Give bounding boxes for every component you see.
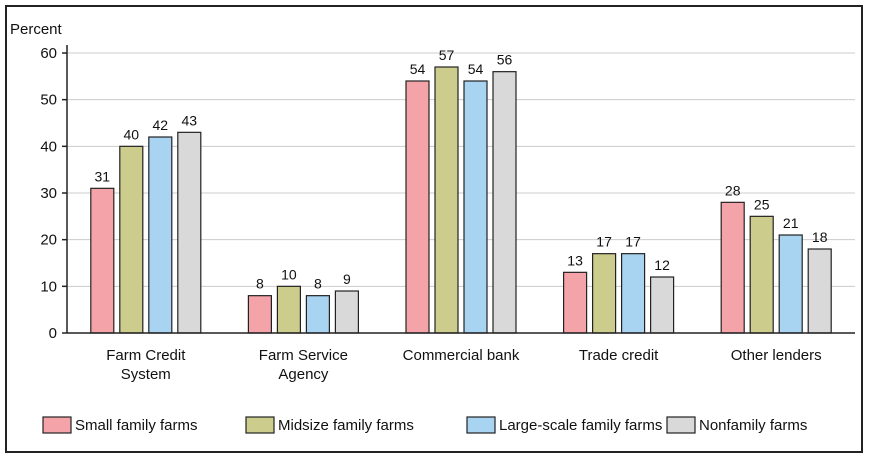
bar-value-label: 54 xyxy=(468,61,484,77)
bar xyxy=(434,66,459,334)
legend-swatch xyxy=(666,416,696,434)
bar-value-label: 9 xyxy=(343,271,351,287)
legend-label: Large-scale family farms xyxy=(499,417,662,434)
y-tick-label: 30 xyxy=(40,185,57,202)
bar xyxy=(778,234,803,334)
bar-value-label: 42 xyxy=(153,117,169,133)
legend-label: Small family farms xyxy=(75,417,198,434)
bar xyxy=(463,80,488,334)
chart-frame: 0 10 20 30 40 50 60 31 40 42 43 8 10 8 9 54 57 54 56 13 17 1… xyxy=(5,5,863,453)
bar xyxy=(90,187,115,334)
bar-value-label: 17 xyxy=(625,234,641,250)
bar-value-label: 13 xyxy=(567,252,583,268)
x-category-label: Farm Service xyxy=(259,347,348,364)
bar xyxy=(305,295,330,334)
bar xyxy=(334,290,359,334)
bar-value-label: 21 xyxy=(783,215,799,231)
bar-value-label: 18 xyxy=(812,229,828,245)
bar xyxy=(649,276,675,334)
bar-value-label: 43 xyxy=(182,112,198,128)
bars xyxy=(90,66,832,334)
bar-value-label: 10 xyxy=(281,266,297,282)
x-category-label: Trade credit xyxy=(579,347,659,364)
x-category-label: Agency xyxy=(278,366,329,383)
x-axis: Farm Credit System Farm Service Agency Comme… xyxy=(67,332,855,383)
x-category-label: Commercial bank xyxy=(403,347,520,364)
legend: Small family farms Midsize family farms La… xyxy=(42,416,807,434)
y-tick-label: 60 xyxy=(40,45,57,62)
bar-value-label: 8 xyxy=(256,276,264,292)
legend-swatch xyxy=(245,416,275,434)
bar-value-label: 28 xyxy=(725,182,741,198)
y-axis-title: Percent xyxy=(10,21,63,38)
bar xyxy=(807,248,832,334)
x-category-label: Other lenders xyxy=(731,347,822,364)
bar-value-label: 57 xyxy=(439,47,455,63)
data-labels: 31 40 42 43 8 10 8 9 54 57 54 56 13 17 17 12 28 25 21 18 xyxy=(95,47,828,292)
legend-label: Nonfamily farms xyxy=(699,417,807,434)
y-tick-label: 0 xyxy=(49,325,57,342)
bar xyxy=(620,253,646,334)
bar xyxy=(591,253,617,334)
bar xyxy=(119,145,144,334)
y-axis: 0 10 20 30 40 50 60 xyxy=(40,45,68,342)
bar xyxy=(276,285,301,334)
bar xyxy=(492,71,517,334)
bar-value-label: 54 xyxy=(410,61,426,77)
bar xyxy=(720,201,745,334)
bar-value-label: 56 xyxy=(497,52,513,68)
bar xyxy=(405,80,430,334)
bar-value-label: 8 xyxy=(314,276,322,292)
y-tick-label: 20 xyxy=(40,232,57,249)
bar xyxy=(562,271,588,334)
bar-value-label: 12 xyxy=(654,257,670,273)
x-category-label: Farm Credit xyxy=(106,347,186,364)
bar xyxy=(749,215,774,334)
legend-swatch xyxy=(466,416,496,434)
bar xyxy=(247,295,272,334)
bar-value-label: 31 xyxy=(95,168,111,184)
y-tick-label: 10 xyxy=(40,278,57,295)
x-category-label: System xyxy=(121,366,171,383)
legend-swatch xyxy=(42,416,72,434)
bar-value-label: 40 xyxy=(124,126,140,142)
bar-chart: 0 10 20 30 40 50 60 31 40 42 43 8 10 8 9 54 57 54 56 13 17 1… xyxy=(10,21,855,434)
y-tick-label: 50 xyxy=(40,92,57,109)
y-tick-label: 40 xyxy=(40,138,57,155)
bar xyxy=(177,131,202,334)
bar xyxy=(148,136,173,334)
legend-label: Midsize family farms xyxy=(278,417,414,434)
bar-value-label: 17 xyxy=(596,234,612,250)
bar-value-label: 25 xyxy=(754,196,770,212)
